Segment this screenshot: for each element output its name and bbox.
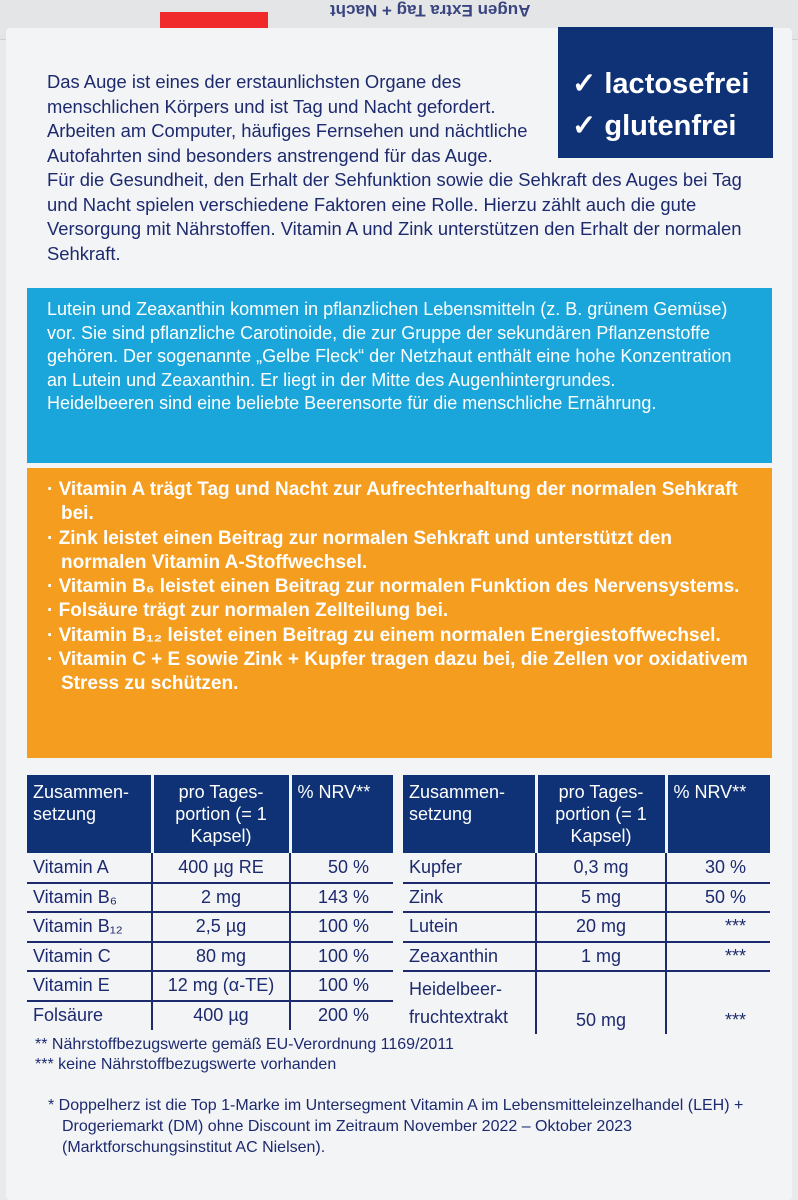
table-cell: 100 % xyxy=(290,912,393,943)
table-row: Vitamin A 400 µg RE 50 % xyxy=(27,853,393,884)
table-header: pro Tages-portion (= 1 Kapsel) xyxy=(152,775,292,853)
table-row: Folsäure 400 µg 200 % xyxy=(27,1000,393,1030)
table-cell: Vitamin B₁₂ xyxy=(27,912,153,943)
table-cell: Vitamin B₆ xyxy=(27,882,153,913)
table-cell: 30 % xyxy=(666,853,770,884)
table-cell: Vitamin A xyxy=(27,853,153,884)
composition-table-right: Zusammen-setzung pro Tages-portion (= 1 K… xyxy=(403,775,770,1034)
check-icon: ✓ xyxy=(572,68,597,100)
table-cell: Lutein xyxy=(403,912,537,943)
table-cell: 12 mg (α-TE) xyxy=(152,971,291,1002)
table-cell: 1 mg xyxy=(536,941,667,972)
intro-text: Das Auge ist eines der erstaunlichsten O… xyxy=(47,71,742,264)
claim-item: · Zink leistet einen Beitrag zur normale… xyxy=(47,527,672,573)
table-cell: Heidelbeer-fruchtextrakt xyxy=(403,971,537,1034)
table-cell: 200 % xyxy=(317,1005,369,1026)
composition-table-left: Zusammen-setzung pro Tages-portion (= 1 K… xyxy=(27,775,393,1030)
table-cell: 400 µg RE xyxy=(152,853,291,884)
table-cell: 400 µg xyxy=(152,1000,291,1030)
check-icon: ✓ xyxy=(572,110,597,142)
table-header: % NRV** xyxy=(666,775,770,853)
footnotes: ** Nährstoffbezugswerte gemäß EU-Verordn… xyxy=(35,1036,454,1073)
table-header: Zusammen-setzung xyxy=(403,775,538,853)
table-cell: 100 % xyxy=(290,971,393,1002)
table-row: Vitamin C 80 mg 100 % xyxy=(27,941,393,972)
table-cell: Folsäure xyxy=(27,1000,153,1030)
table-cell: Vitamin C xyxy=(27,941,153,972)
table-cell: Zeaxanthin xyxy=(403,941,537,972)
table-cell: Zink xyxy=(403,882,537,913)
badge-item: ✓ glutenfrei xyxy=(572,110,737,142)
table-row: Vitamin E 12 mg (α-TE) 100 % xyxy=(27,971,393,1002)
table-cell: 100 % xyxy=(290,941,393,972)
claim-item: · Vitamin B₆ leistet einen Beitrag zur n… xyxy=(47,576,740,598)
red-label xyxy=(160,12,268,28)
table-cell: *** xyxy=(666,941,770,972)
table-cell: 2,5 µg xyxy=(152,912,291,943)
table-cell: *** xyxy=(724,1010,746,1030)
table-cell: 143 % xyxy=(290,882,393,913)
table-cell: 50 mg xyxy=(536,971,667,1034)
lutein-info-box: Lutein und Zeaxanthin kommen in pflanzli… xyxy=(27,288,772,463)
table-cell: 50 % xyxy=(666,882,770,913)
table-row: Lutein 20 mg *** xyxy=(403,912,770,943)
health-claims-box: · Vitamin A trägt Tag und Nacht zur Aufr… xyxy=(27,468,772,758)
table-header: Zusammen-setzung xyxy=(27,775,154,853)
market-claim-note: * Doppelherz ist die Top 1-Marke im Unte… xyxy=(48,1097,744,1156)
table-cell: *** xyxy=(666,912,770,943)
table-row: Vitamin B₁₂ 2,5 µg 100 % xyxy=(27,912,393,943)
mirrored-product-name: Augen Extra Tag + Nacht xyxy=(330,1,531,20)
table-cell: 5 mg xyxy=(536,882,667,913)
claim-item: · Vitamin B₁₂ leistet einen Beitrag zu e… xyxy=(47,624,721,646)
claim-item: · Vitamin A trägt Tag und Nacht zur Aufr… xyxy=(47,479,738,525)
table-header: pro Tages-portion (= 1 Kapsel) xyxy=(536,775,668,853)
table-row: Zink 5 mg 50 % xyxy=(403,882,770,913)
free-from-badge: ✓ lactosefrei ✓ glutenfrei xyxy=(558,27,773,158)
badge-item: ✓ lactosefrei xyxy=(572,68,750,100)
claim-item: · Folsäure trägt zur normalen Zellteilun… xyxy=(47,600,449,622)
table-cell: 20 mg xyxy=(536,912,667,943)
table-row: Heidelbeer-fruchtextrakt 50 mg *** xyxy=(403,971,770,1034)
table-row: Kupfer 0,3 mg 30 % xyxy=(403,853,770,884)
table-cell: 50 % xyxy=(290,853,393,884)
claim-item: · Vitamin C + E sowie Zink + Kupfer trag… xyxy=(47,649,748,695)
table-cell: 2 mg xyxy=(152,882,291,913)
table-cell: 80 mg xyxy=(152,941,291,972)
table-row: Zeaxanthin 1 mg *** xyxy=(403,941,770,972)
table-cell: Kupfer xyxy=(403,853,537,884)
table-cell: Vitamin E xyxy=(27,971,153,1002)
table-row: Vitamin B₆ 2 mg 143 % xyxy=(27,882,393,913)
table-cell: 0,3 mg xyxy=(536,853,667,884)
table-header: % NRV** xyxy=(290,775,393,853)
